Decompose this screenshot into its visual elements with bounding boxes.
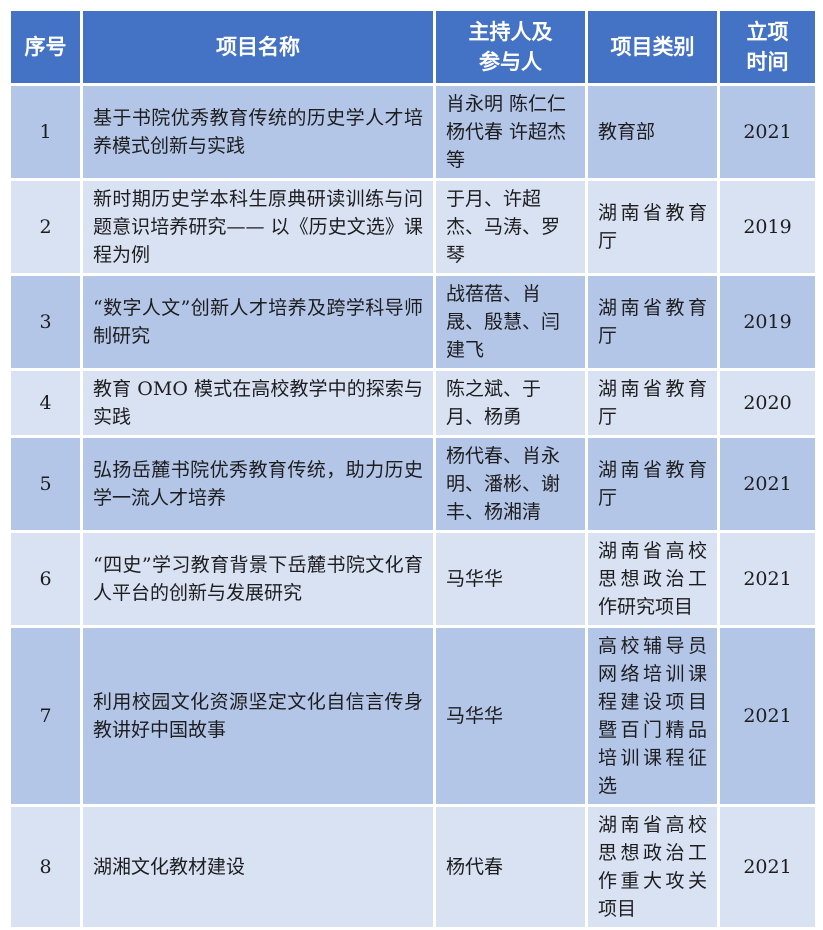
row-category: 湖南省教育厅	[585, 273, 720, 371]
row-category: 教育部	[585, 83, 720, 181]
row-no: 6	[8, 530, 83, 628]
row-people: 马华华	[433, 625, 588, 807]
row-category: 高校辅导员网络培训课程建设项目暨百门精品培训课程征选	[585, 625, 720, 807]
row-category: 湖南省高校思想政治工作研究项目	[585, 530, 720, 628]
row-people: 陈之斌、于月、杨勇	[433, 368, 588, 438]
header-category: 项目类别	[585, 8, 720, 86]
row-project-name: 基于书院优秀教育传统的历史学人才培养模式创新与实践	[80, 83, 436, 181]
table-row: 5 弘扬岳麓书院优秀教育传统，助力历史学一流人才培养 杨代春、肖永明、潘彬、谢丰…	[8, 435, 818, 533]
row-year: 2021	[717, 530, 818, 628]
row-year: 2021	[717, 804, 818, 930]
table-row: 2 新时期历史学本科生原典研读训练与问题意识培养研究—— 以《历史文选》课程为例…	[8, 178, 818, 276]
row-category: 湖南省教育厅	[585, 435, 720, 533]
row-project-name: 教育 OMO 模式在高校教学中的探索与实践	[80, 368, 436, 438]
row-year: 2019	[717, 178, 818, 276]
row-people: 马华华	[433, 530, 588, 628]
header-no: 序号	[8, 8, 83, 86]
row-no: 1	[8, 83, 83, 181]
header-project-name: 项目名称	[80, 8, 436, 86]
row-project-name: 弘扬岳麓书院优秀教育传统，助力历史学一流人才培养	[80, 435, 436, 533]
table-header-row: 序号 项目名称 主持人及 参与人 项目类别 立项 时间	[8, 8, 818, 86]
table-row: 3 “数字人文”创新人才培养及跨学科导师制研究 战蓓蓓、肖晟、殷慧、闫建飞 湖南…	[8, 273, 818, 371]
row-people: 杨代春、肖永明、潘彬、谢丰、杨湘清	[433, 435, 588, 533]
row-year: 2019	[717, 273, 818, 371]
row-category: 湖南省高校思想政治工作重大攻关项目	[585, 804, 720, 930]
row-year: 2020	[717, 368, 818, 438]
row-project-name: “数字人文”创新人才培养及跨学科导师制研究	[80, 273, 436, 371]
table-row: 1 基于书院优秀教育传统的历史学人才培养模式创新与实践 肖永明 陈仁仁 杨代春 …	[8, 83, 818, 181]
row-people: 杨代春	[433, 804, 588, 930]
table-row: 8 湖湘文化教材建设 杨代春 湖南省高校思想政治工作重大攻关项目 2021	[8, 804, 818, 930]
row-people: 战蓓蓓、肖晟、殷慧、闫建飞	[433, 273, 588, 371]
table-row: 6 “四史”学习教育背景下岳麓书院文化育人平台的创新与发展研究 马华华 湖南省高…	[8, 530, 818, 628]
row-year: 2021	[717, 83, 818, 181]
row-people: 肖永明 陈仁仁 杨代春 许超杰 等	[433, 83, 588, 181]
table-row: 7 利用校园文化资源坚定文化自信言传身教讲好中国故事 马华华 高校辅导员网络培训…	[8, 625, 818, 807]
row-no: 5	[8, 435, 83, 533]
row-no: 2	[8, 178, 83, 276]
row-people: 于月、许超杰、马涛、罗琴	[433, 178, 588, 276]
header-year: 立项 时间	[717, 8, 818, 86]
row-project-name: “四史”学习教育背景下岳麓书院文化育人平台的创新与发展研究	[80, 530, 436, 628]
table-row: 4 教育 OMO 模式在高校教学中的探索与实践 陈之斌、于月、杨勇 湖南省教育厅…	[8, 368, 818, 438]
row-project-name: 湖湘文化教材建设	[80, 804, 436, 930]
row-no: 7	[8, 625, 83, 807]
row-no: 4	[8, 368, 83, 438]
row-year: 2021	[717, 435, 818, 533]
row-project-name: 新时期历史学本科生原典研读训练与问题意识培养研究—— 以《历史文选》课程为例	[80, 178, 436, 276]
row-no: 3	[8, 273, 83, 371]
header-people: 主持人及 参与人	[433, 8, 588, 86]
projects-table: 序号 项目名称 主持人及 参与人 项目类别 立项 时间 1 基于书院优秀教育传统…	[8, 8, 818, 930]
row-no: 8	[8, 804, 83, 930]
row-category: 湖南省教育厅	[585, 178, 720, 276]
row-year: 2021	[717, 625, 818, 807]
row-category: 湖南省教育厅	[585, 368, 720, 438]
row-project-name: 利用校园文化资源坚定文化自信言传身教讲好中国故事	[80, 625, 436, 807]
